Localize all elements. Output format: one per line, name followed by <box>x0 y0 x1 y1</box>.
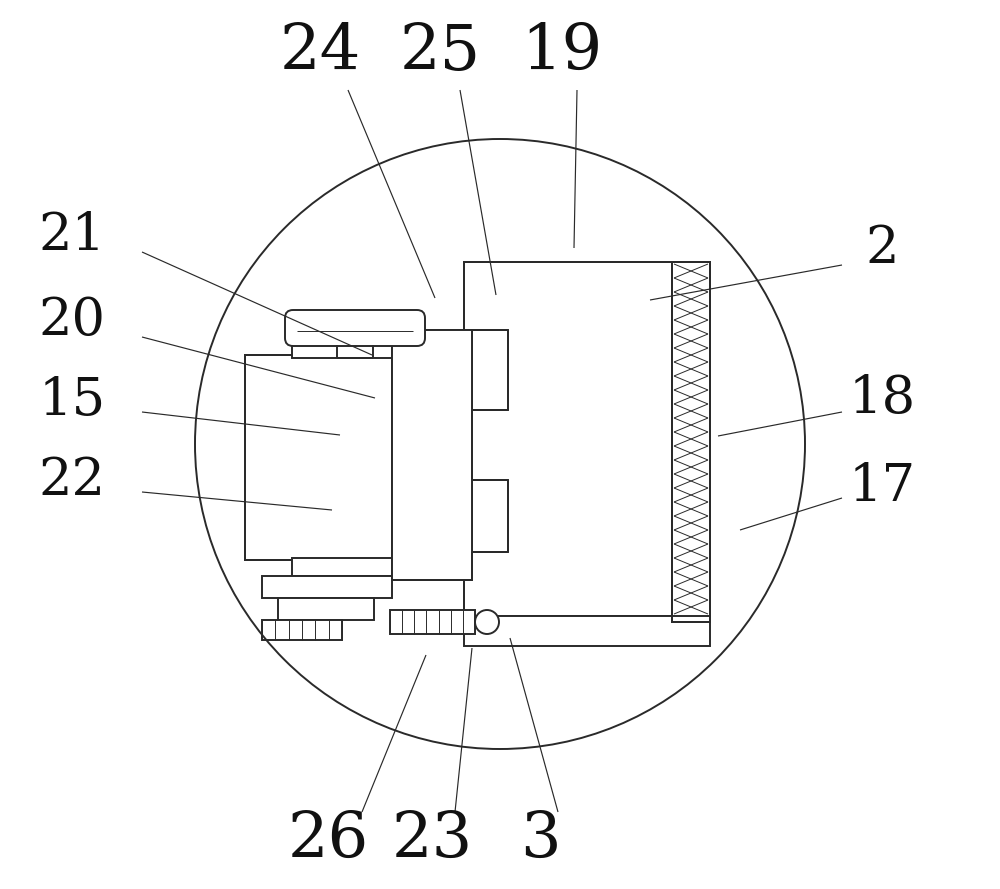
Text: 26: 26 <box>287 810 369 870</box>
Bar <box>464 262 672 616</box>
Text: 23: 23 <box>391 810 473 870</box>
Text: 25: 25 <box>399 21 481 83</box>
Bar <box>464 262 672 616</box>
Text: 18: 18 <box>848 372 916 423</box>
Text: 17: 17 <box>848 461 916 511</box>
Text: 15: 15 <box>38 374 106 426</box>
Bar <box>245 355 395 560</box>
Bar <box>672 262 710 622</box>
Bar <box>262 576 392 598</box>
Text: 21: 21 <box>38 210 106 260</box>
Bar <box>292 558 392 576</box>
FancyBboxPatch shape <box>285 310 425 346</box>
Bar <box>464 616 710 646</box>
Circle shape <box>475 610 499 634</box>
Bar <box>390 610 475 634</box>
Bar <box>472 330 508 410</box>
Bar <box>472 480 508 552</box>
Bar <box>672 262 710 622</box>
Text: 20: 20 <box>39 294 106 346</box>
Text: 3: 3 <box>520 810 560 870</box>
Bar <box>672 262 710 622</box>
Bar <box>245 355 395 560</box>
Text: 2: 2 <box>865 222 899 274</box>
Text: 24: 24 <box>279 21 361 83</box>
Bar <box>392 330 472 580</box>
Bar <box>278 598 374 620</box>
Bar <box>292 340 392 358</box>
Bar <box>262 620 342 640</box>
Bar <box>392 330 472 580</box>
Text: 22: 22 <box>39 454 106 506</box>
Text: 19: 19 <box>521 21 603 83</box>
